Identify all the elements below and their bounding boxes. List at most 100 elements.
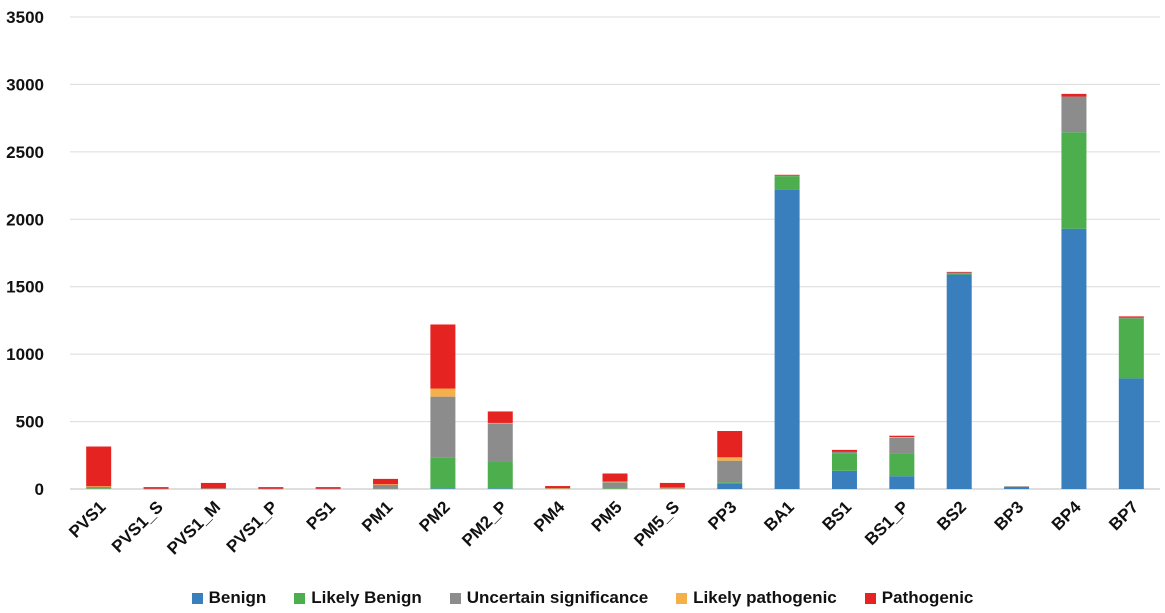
x-tick-label: PS1	[303, 497, 339, 533]
bar-segment	[831, 470, 857, 489]
legend-swatch-pathogenic	[864, 592, 876, 604]
bar-segment	[889, 476, 915, 489]
bar-segment	[487, 488, 513, 489]
bar-segment	[946, 272, 972, 274]
bar-segment	[717, 460, 743, 483]
legend-swatch-benign	[191, 592, 203, 604]
bar-segment	[1061, 96, 1087, 133]
bar-segment	[774, 176, 800, 190]
bar-segment	[1118, 378, 1144, 489]
bar-segment	[373, 484, 399, 489]
bar-segment	[602, 481, 628, 483]
x-tick-label: PM5_S	[630, 497, 683, 550]
bar-segment	[258, 487, 284, 489]
bar-segment	[86, 488, 112, 489]
bar-segment	[659, 488, 685, 489]
bar-segment	[545, 486, 571, 489]
bar-segment	[602, 473, 628, 482]
bar-segment	[889, 437, 915, 454]
bar-segment	[659, 487, 685, 489]
y-tick-label: 0	[35, 480, 44, 499]
bar-segment	[430, 324, 456, 389]
bar-segment	[315, 487, 341, 489]
bar-segment	[86, 486, 112, 489]
legend-item-pathogenic: Pathogenic	[864, 588, 974, 608]
bar-segment	[602, 482, 628, 489]
bar-segment	[430, 388, 456, 397]
bar-segment	[1061, 228, 1087, 489]
legend-item-likely-pathogenic: Likely pathogenic	[676, 588, 837, 608]
bar-segment	[200, 488, 226, 489]
bar-segment	[545, 488, 571, 489]
bar-segment	[487, 422, 513, 424]
x-tick-label: BP3	[991, 497, 1028, 534]
legend-item-uncertain-significance: Uncertain significance	[449, 588, 648, 608]
bar-segment	[545, 488, 571, 489]
bar-segment	[373, 478, 399, 485]
bar-segment	[1004, 486, 1030, 489]
x-tick-label: BP7	[1105, 497, 1142, 534]
x-tick-label: PM4	[530, 497, 569, 536]
y-tick-label: 1000	[6, 345, 44, 364]
bar-segment	[1118, 318, 1144, 379]
legend: Benign Likely Benign Uncertain significa…	[0, 588, 1165, 608]
y-tick-label: 500	[16, 413, 44, 432]
bar-segment	[831, 451, 857, 454]
bar-segment	[774, 174, 800, 176]
x-tick-label: PM1	[358, 497, 396, 535]
y-tick-label: 1500	[6, 278, 44, 297]
legend-label-pathogenic: Pathogenic	[881, 588, 974, 607]
bar-segment	[717, 431, 743, 458]
legend-label-likely-benign: Likely Benign	[311, 588, 422, 607]
x-tick-label: BP4	[1048, 497, 1085, 534]
legend-item-likely-benign: Likely Benign	[294, 588, 422, 608]
bar-segment	[373, 484, 399, 485]
bar-segment	[889, 437, 915, 438]
bar-segment	[946, 273, 972, 275]
x-tick-label: PP3	[704, 497, 740, 533]
bar-segment	[889, 435, 915, 438]
gridlines	[70, 16, 1160, 490]
y-tick-label: 2000	[6, 210, 44, 229]
bar-segment	[946, 274, 972, 489]
bar-segment	[1061, 93, 1087, 97]
x-tick-label: PVS1_M	[163, 497, 224, 558]
y-tick-label: 2500	[6, 143, 44, 162]
y-tick-label: 3500	[6, 8, 44, 27]
bar-segment	[373, 488, 399, 490]
bar-segment	[430, 396, 456, 458]
y-tick-label: 3000	[6, 75, 44, 94]
y-axis-tick-labels: 0 500 1000 1500 2000 2500 3000 3500	[6, 8, 44, 499]
bar-segment	[143, 488, 169, 490]
bar-segment	[602, 488, 628, 489]
bar-segment	[86, 486, 112, 487]
x-tick-label: PVS1	[65, 497, 109, 541]
legend-swatch-likely-pathogenic	[676, 592, 688, 604]
legend-swatch-likely-benign	[294, 592, 306, 604]
bar-segment	[774, 175, 800, 177]
bar-segment	[831, 449, 857, 452]
bar-segment	[946, 271, 972, 273]
bar-segment	[487, 411, 513, 423]
bar-segment	[659, 482, 685, 488]
x-tick-label: BS2	[933, 497, 970, 534]
legend-item-benign: Benign	[191, 588, 267, 608]
x-tick-label: PM2	[416, 497, 454, 535]
bar-segment	[1118, 317, 1144, 319]
bar-segment	[86, 446, 112, 487]
bar-segment	[717, 482, 743, 484]
bar-segment	[717, 483, 743, 489]
x-tick-label: PVS1_S	[108, 497, 167, 556]
x-tick-label: PM2_P	[458, 497, 511, 550]
bar-segment	[1004, 486, 1030, 487]
x-tick-label: PM5	[588, 497, 626, 535]
bar-segment	[717, 457, 743, 461]
legend-label-benign: Benign	[208, 588, 267, 607]
bar-segment	[430, 488, 456, 489]
bar-segment	[774, 189, 800, 490]
bars	[86, 93, 1144, 490]
x-tick-label: BS1_P	[861, 497, 913, 549]
bar-segment	[1118, 316, 1144, 318]
